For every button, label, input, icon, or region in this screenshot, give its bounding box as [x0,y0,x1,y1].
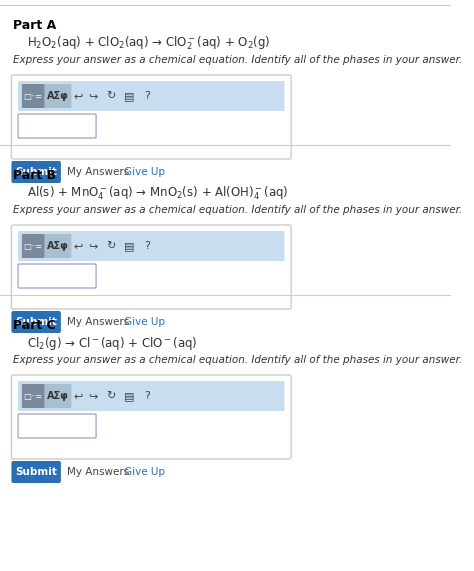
FancyBboxPatch shape [18,231,284,261]
Text: ↩: ↩ [73,91,82,101]
Text: Express your answer as a chemical equation. Identify all of the phases in your a: Express your answer as a chemical equati… [13,55,463,65]
Text: Express your answer as a chemical equation. Identify all of the phases in your a: Express your answer as a chemical equati… [13,205,463,215]
FancyBboxPatch shape [18,414,96,438]
FancyBboxPatch shape [11,161,61,183]
Text: Part A: Part A [13,19,56,32]
FancyBboxPatch shape [11,311,61,333]
FancyBboxPatch shape [22,234,45,258]
FancyBboxPatch shape [18,114,96,138]
FancyBboxPatch shape [45,234,72,258]
FancyBboxPatch shape [45,84,72,108]
Text: ↻: ↻ [106,91,115,101]
Text: H$_2$O$_2$(aq) + ClO$_2$(aq) → ClO$_2^-$(aq) + O$_2$(g): H$_2$O$_2$(aq) + ClO$_2$(aq) → ClO$_2^-$… [27,35,270,53]
Text: AΣφ: AΣφ [47,391,69,401]
FancyBboxPatch shape [22,84,45,108]
Text: Submit: Submit [15,317,57,327]
Text: ▤: ▤ [124,91,135,101]
FancyBboxPatch shape [18,264,96,288]
Text: □⁻=: □⁻= [24,242,43,251]
Text: ?: ? [145,91,150,101]
Text: ↻: ↻ [106,241,115,251]
FancyBboxPatch shape [45,384,72,408]
Text: ↪: ↪ [89,391,98,401]
Text: Give Up: Give Up [124,167,164,177]
Text: □⁻=: □⁻= [24,91,43,100]
FancyBboxPatch shape [11,75,291,159]
Text: □⁻=: □⁻= [24,392,43,400]
Text: My Answers: My Answers [67,167,129,177]
Text: Part C: Part C [13,319,56,332]
Text: ▤: ▤ [124,391,135,401]
Text: My Answers: My Answers [67,467,129,477]
Text: ↩: ↩ [73,241,82,251]
FancyBboxPatch shape [11,461,61,483]
Text: ?: ? [145,241,150,251]
FancyBboxPatch shape [11,375,291,459]
Text: Express your answer as a chemical equation. Identify all of the phases in your a: Express your answer as a chemical equati… [13,355,463,365]
FancyBboxPatch shape [18,381,284,411]
Text: ↪: ↪ [89,241,98,251]
Text: My Answers: My Answers [67,317,129,327]
Text: ↪: ↪ [89,91,98,101]
Text: Submit: Submit [15,467,57,477]
Text: Give Up: Give Up [124,317,164,327]
Text: ↻: ↻ [106,391,115,401]
Text: Give Up: Give Up [124,467,164,477]
Text: Cl$_2$(g) → Cl$^-$(aq) + ClO$^-$(aq): Cl$_2$(g) → Cl$^-$(aq) + ClO$^-$(aq) [27,335,197,352]
Text: ▤: ▤ [124,241,135,251]
Text: Part B: Part B [13,169,56,182]
Text: ↩: ↩ [73,391,82,401]
FancyBboxPatch shape [22,384,45,408]
Text: Al(s) + MnO$_4^-$(aq) → MnO$_2$(s) + Al(OH)$_4^-$(aq): Al(s) + MnO$_4^-$(aq) → MnO$_2$(s) + Al(… [27,185,288,203]
FancyBboxPatch shape [18,81,284,111]
Text: Submit: Submit [15,167,57,177]
Text: AΣφ: AΣφ [47,241,69,251]
Text: AΣφ: AΣφ [47,91,69,101]
Text: ?: ? [145,391,150,401]
FancyBboxPatch shape [11,225,291,309]
